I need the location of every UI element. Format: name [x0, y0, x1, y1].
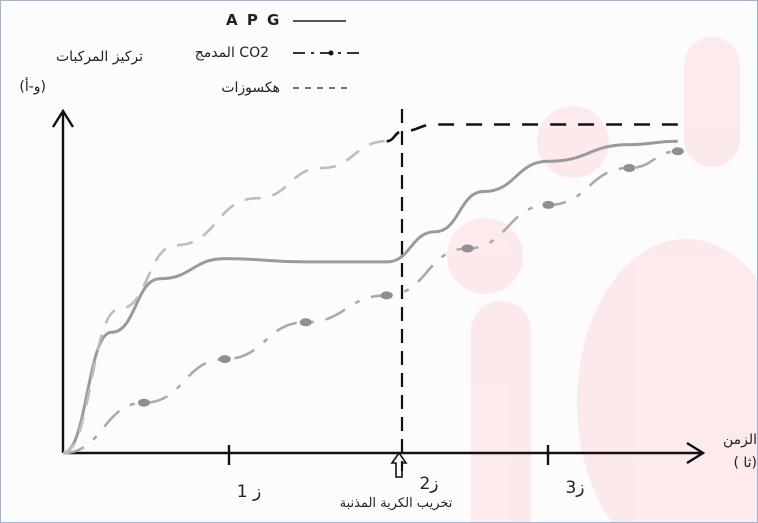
x-axis-label: الزمن — [723, 432, 757, 448]
y-axis-unit: (و-أ) — [19, 77, 46, 95]
series-line-3 — [386, 123, 678, 143]
watermark-logo — [447, 37, 757, 522]
legend-swatch-co2-dot — [328, 50, 334, 56]
event-marker — [390, 109, 408, 478]
legend-label-co2: المدمج CO2 — [195, 45, 269, 61]
series-point-co2-1 — [218, 355, 231, 364]
series-layer — [62, 123, 684, 455]
y-axis-arrow — [51, 108, 75, 128]
series-point-co2-3 — [380, 291, 393, 300]
axes — [51, 108, 706, 465]
series-point-co2-6 — [623, 164, 636, 172]
legend-label-apg: A P G — [226, 11, 281, 29]
series-point-co2-2 — [299, 318, 312, 327]
y-axis-label: تركيز المركبات — [56, 49, 143, 65]
x-tick-label-z2: ز2 — [419, 474, 438, 494]
series-point-co2-4 — [461, 244, 474, 253]
legend-label-hexoses: هكسوزات — [221, 80, 280, 96]
x-axis-arrow — [686, 441, 706, 465]
x-axis-unit: ( ثا) — [733, 455, 757, 471]
x-tick-label-z1: ز 1 — [237, 482, 261, 502]
series-line-2 — [62, 139, 387, 455]
series-point-co2-7 — [671, 147, 684, 156]
event-arrow-icon — [390, 451, 408, 478]
x-tick-label-z3: ز3 — [565, 478, 584, 498]
series-line-0 — [62, 139, 678, 455]
event-label: تخريب الكرية المذنبة — [340, 496, 453, 511]
series-point-co2-5 — [542, 200, 555, 209]
legend: A P G المدمج CO2 هكسوزات — [195, 11, 359, 96]
series-point-co2-0 — [137, 398, 150, 407]
